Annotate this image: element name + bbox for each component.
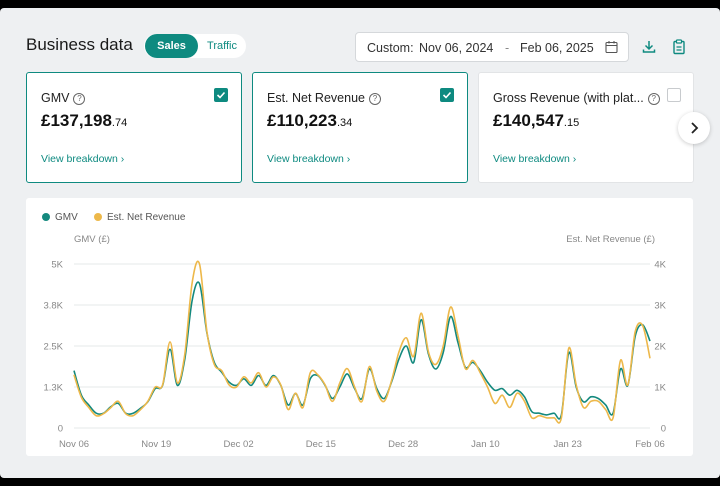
x-tick-label: Jan 23 (553, 439, 582, 450)
y-axis-left-label: GMV (£) (74, 234, 110, 245)
y-right-tick-label: 4K (654, 260, 666, 271)
chevron-right-icon: › (572, 153, 577, 165)
legend-label: GMV (55, 212, 78, 223)
legend-dot (42, 213, 50, 221)
y-right-tick-label: 1K (654, 383, 666, 394)
x-tick-label: Nov 06 (59, 439, 89, 450)
help-circle-icon[interactable]: ? (647, 93, 660, 105)
tab-traffic[interactable]: Traffic (207, 40, 237, 52)
metric-value: £137,198.74 (41, 111, 127, 131)
metric-value-decimal: .34 (336, 117, 353, 129)
date-range-end: Feb 06, 2025 (520, 41, 594, 55)
help-circle-icon[interactable]: ? (368, 93, 381, 105)
metric-label-text: Gross Revenue (with plat... (493, 91, 644, 105)
metric-label: GMV? (41, 91, 86, 105)
y-left-tick-label: 5K (51, 260, 63, 271)
series-line-gmv (73, 281, 651, 420)
metric-value-main: £137,198 (41, 111, 112, 130)
clipboard-icon[interactable] (670, 38, 688, 56)
x-tick-label: Jan 10 (471, 439, 500, 450)
metric-checkbox[interactable] (440, 88, 454, 102)
calendar-icon[interactable] (605, 40, 618, 54)
metric-checkbox[interactable] (214, 88, 228, 102)
view-breakdown-label: View breakdown (493, 153, 570, 165)
series-line-net-revenue (73, 260, 651, 424)
date-range-prefix: Custom: (367, 41, 414, 55)
x-tick-label: Dec 02 (224, 439, 254, 450)
y-right-tick-label: 0 (661, 424, 666, 435)
help-circle-icon[interactable]: ? (73, 93, 86, 105)
metric-card-gross-revenue[interactable]: Gross Revenue (with plat...? £140,547.15… (478, 72, 694, 183)
metric-value: £140,547.15 (493, 111, 579, 131)
metric-label: Est. Net Revenue? (267, 91, 381, 105)
metric-value-main: £140,547 (493, 111, 564, 130)
checkmark-icon (216, 91, 226, 99)
metric-label: Gross Revenue (with plat...? (493, 91, 660, 105)
line-chart: 5K 4K 3.8K 3K 2.5K 2K 1.3K 1K 0 0 Nov 06 Nov 19 Dec … (43, 260, 666, 451)
x-tick-label: Feb 06 (635, 439, 665, 450)
view-breakdown-link[interactable]: View breakdown › (267, 153, 350, 165)
y-left-tick-label: 1.3K (43, 383, 63, 394)
y-right-tick-label: 2K (654, 342, 666, 353)
metric-value-decimal: .74 (111, 117, 128, 129)
view-breakdown-link[interactable]: View breakdown › (493, 153, 576, 165)
view-breakdown-label: View breakdown (267, 153, 344, 165)
page-title: Business data (26, 35, 133, 54)
view-breakdown-label: View breakdown (41, 153, 118, 165)
metric-label-text: GMV (41, 91, 70, 105)
chart-panel: GMV Est. Net Revenue GMV (£) Est. Net Re… (26, 198, 693, 456)
y-left-tick-label: 2.5K (43, 342, 63, 353)
view-breakdown-link[interactable]: View breakdown › (41, 153, 124, 165)
date-range-separator: - (505, 41, 510, 55)
y-axis-right-label: Est. Net Revenue (£) (566, 234, 655, 245)
chevron-right-icon: › (120, 153, 125, 165)
legend-dot (94, 213, 102, 221)
view-toggle: Sales Traffic (144, 34, 246, 58)
chevron-right-icon: › (346, 153, 351, 165)
date-range-start: Nov 06, 2024 (419, 41, 494, 55)
metric-checkbox[interactable] (667, 88, 681, 102)
checkmark-icon (442, 91, 452, 99)
y-left-tick-label: 3.8K (43, 301, 63, 312)
date-range-picker[interactable]: Custom: Nov 06, 2024 - Feb 06, 2025 (355, 32, 629, 62)
y-right-tick-label: 3K (654, 301, 666, 312)
legend-item-net-revenue[interactable]: Est. Net Revenue (94, 212, 185, 223)
metric-value-decimal: .15 (563, 117, 580, 129)
metric-card-gmv[interactable]: GMV? £137,198.74 View breakdown › (26, 72, 242, 183)
metric-label-text: Est. Net Revenue (267, 91, 365, 105)
metric-value: £110,223.34 (267, 111, 352, 131)
y-left-tick-label: 0 (58, 424, 63, 435)
legend-item-gmv[interactable]: GMV (42, 212, 78, 223)
x-tick-label: Dec 28 (388, 439, 418, 450)
next-cards-button[interactable] (678, 112, 710, 144)
metric-card-net-revenue[interactable]: Est. Net Revenue? £110,223.34 View break… (252, 72, 468, 183)
x-tick-label: Nov 19 (141, 439, 171, 450)
metric-value-main: £110,223 (267, 111, 337, 130)
chevron-right-icon (691, 122, 699, 134)
legend-label: Est. Net Revenue (107, 212, 186, 223)
x-tick-label: Dec 15 (306, 439, 336, 450)
tab-sales[interactable]: Sales (145, 34, 198, 58)
business-data-panel: Business data Sales Traffic Custom: Nov … (0, 8, 720, 478)
download-icon[interactable] (640, 38, 658, 56)
